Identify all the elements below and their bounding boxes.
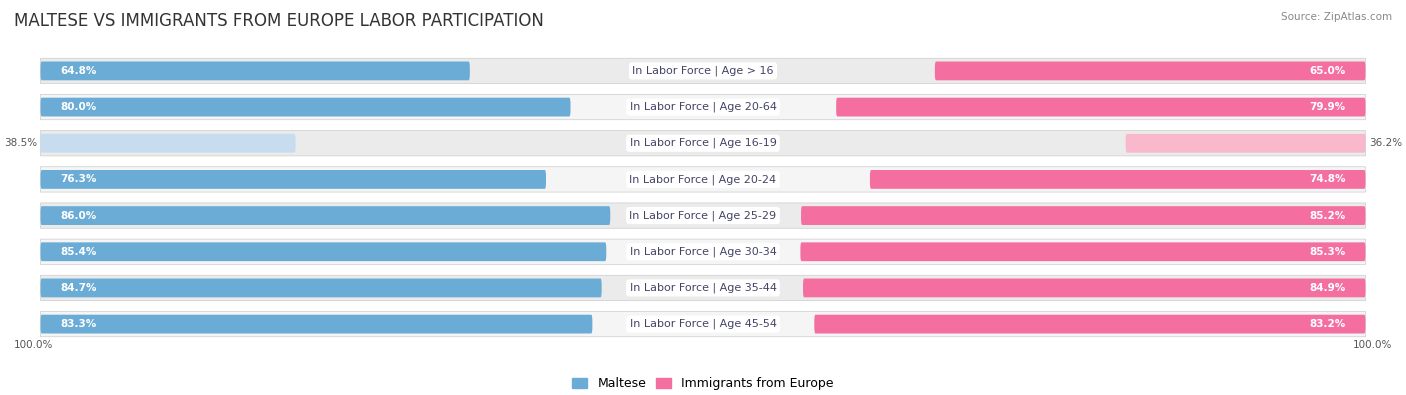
FancyBboxPatch shape (41, 315, 592, 333)
Text: In Labor Force | Age 20-64: In Labor Force | Age 20-64 (630, 102, 776, 112)
Text: In Labor Force | Age 35-44: In Labor Force | Age 35-44 (630, 283, 776, 293)
Text: Source: ZipAtlas.com: Source: ZipAtlas.com (1281, 12, 1392, 22)
FancyBboxPatch shape (1126, 134, 1365, 152)
FancyBboxPatch shape (814, 315, 1365, 333)
Text: 79.9%: 79.9% (1309, 102, 1346, 112)
Text: In Labor Force | Age 45-54: In Labor Force | Age 45-54 (630, 319, 776, 329)
Text: 76.3%: 76.3% (60, 175, 97, 184)
Text: 85.3%: 85.3% (1309, 247, 1346, 257)
Text: In Labor Force | Age 25-29: In Labor Force | Age 25-29 (630, 210, 776, 221)
FancyBboxPatch shape (41, 311, 1365, 337)
FancyBboxPatch shape (41, 170, 546, 189)
FancyBboxPatch shape (41, 62, 470, 80)
Text: 64.8%: 64.8% (60, 66, 97, 76)
FancyBboxPatch shape (935, 62, 1365, 80)
FancyBboxPatch shape (803, 278, 1365, 297)
Text: 85.4%: 85.4% (60, 247, 97, 257)
Text: In Labor Force | Age 30-34: In Labor Force | Age 30-34 (630, 246, 776, 257)
FancyBboxPatch shape (800, 243, 1365, 261)
Text: 85.2%: 85.2% (1309, 211, 1346, 220)
FancyBboxPatch shape (41, 203, 1365, 228)
FancyBboxPatch shape (41, 58, 1365, 84)
Text: In Labor Force | Age 16-19: In Labor Force | Age 16-19 (630, 138, 776, 149)
Text: 80.0%: 80.0% (60, 102, 97, 112)
Text: 100.0%: 100.0% (14, 340, 53, 350)
FancyBboxPatch shape (41, 131, 1365, 156)
FancyBboxPatch shape (837, 98, 1365, 117)
Text: 84.9%: 84.9% (1309, 283, 1346, 293)
FancyBboxPatch shape (41, 278, 602, 297)
Text: MALTESE VS IMMIGRANTS FROM EUROPE LABOR PARTICIPATION: MALTESE VS IMMIGRANTS FROM EUROPE LABOR … (14, 12, 544, 30)
FancyBboxPatch shape (41, 243, 606, 261)
FancyBboxPatch shape (41, 206, 610, 225)
FancyBboxPatch shape (41, 239, 1365, 264)
Text: In Labor Force | Age > 16: In Labor Force | Age > 16 (633, 66, 773, 76)
FancyBboxPatch shape (41, 98, 571, 117)
Text: 74.8%: 74.8% (1309, 175, 1346, 184)
Text: 84.7%: 84.7% (60, 283, 97, 293)
Text: In Labor Force | Age 20-24: In Labor Force | Age 20-24 (630, 174, 776, 185)
Text: 83.3%: 83.3% (60, 319, 97, 329)
FancyBboxPatch shape (41, 275, 1365, 301)
Text: 83.2%: 83.2% (1309, 319, 1346, 329)
Text: 100.0%: 100.0% (1353, 340, 1392, 350)
Text: 38.5%: 38.5% (4, 138, 37, 148)
Text: 36.2%: 36.2% (1369, 138, 1402, 148)
FancyBboxPatch shape (41, 167, 1365, 192)
FancyBboxPatch shape (41, 94, 1365, 120)
Text: 86.0%: 86.0% (60, 211, 97, 220)
FancyBboxPatch shape (801, 206, 1365, 225)
FancyBboxPatch shape (41, 134, 295, 152)
FancyBboxPatch shape (870, 170, 1365, 189)
Legend: Maltese, Immigrants from Europe: Maltese, Immigrants from Europe (567, 372, 839, 395)
Text: 65.0%: 65.0% (1309, 66, 1346, 76)
